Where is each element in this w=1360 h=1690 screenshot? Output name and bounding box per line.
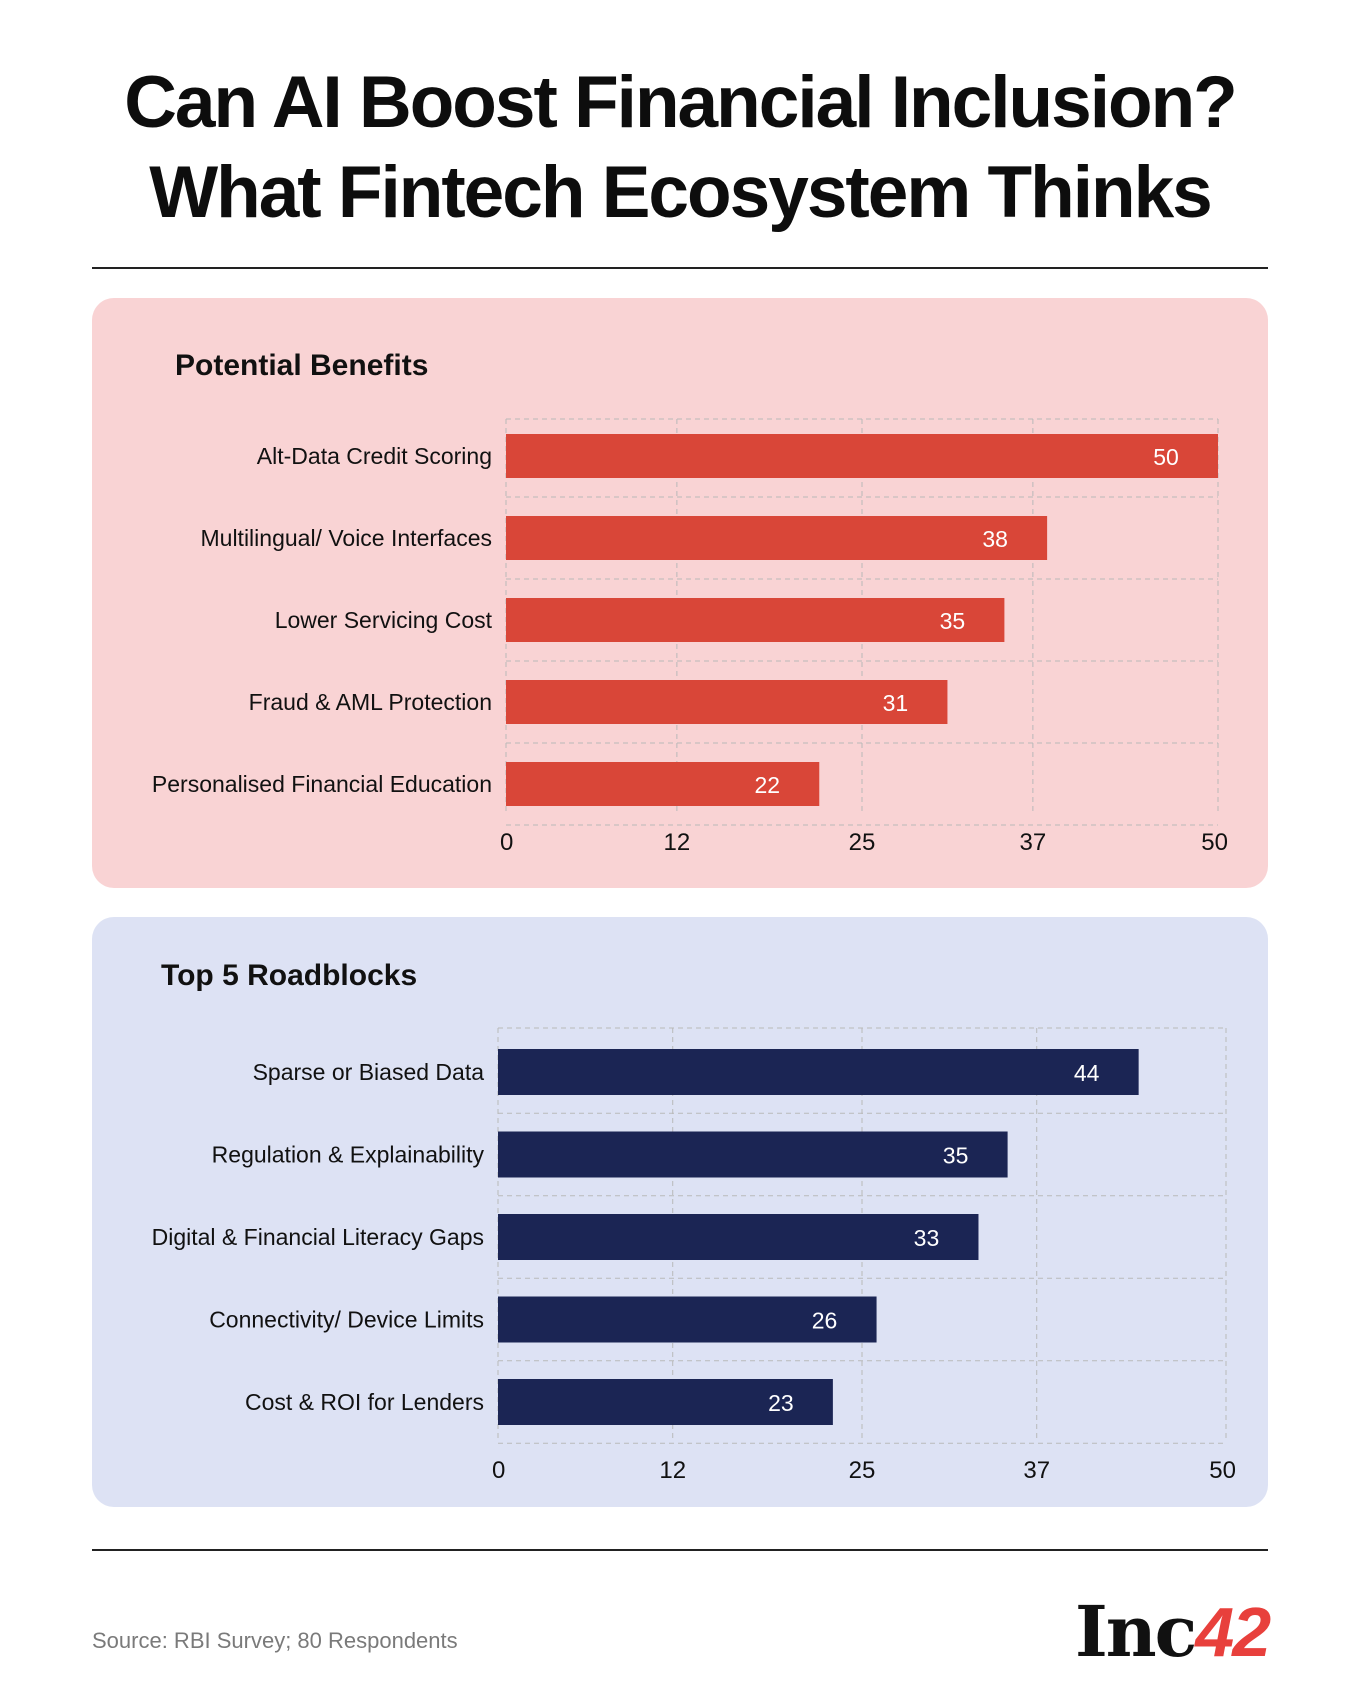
- roadblocks-x-tick-label: 37: [1023, 1457, 1050, 1484]
- benefits-x-tick-label: 12: [664, 829, 691, 856]
- roadblocks-value-label: 23: [768, 1390, 794, 1416]
- logo-text: Inc: [1075, 1590, 1197, 1673]
- roadblocks-value-label: 33: [914, 1225, 940, 1251]
- benefits-value-label: 31: [883, 690, 909, 716]
- roadblocks-category-label: Regulation & Explainability: [212, 1142, 485, 1168]
- benefits-value-label: 35: [940, 608, 966, 634]
- benefits-category-label: Alt-Data Credit Scoring: [257, 443, 492, 469]
- benefits-category-label: Fraud & AML Protection: [249, 689, 492, 715]
- roadblocks-value-label: 26: [812, 1308, 838, 1334]
- roadblocks-bar: [498, 1049, 1139, 1095]
- roadblocks-category-label: Connectivity/ Device Limits: [209, 1307, 484, 1333]
- top-divider: [92, 267, 1268, 269]
- roadblocks-x-tick-label: 25: [849, 1457, 876, 1484]
- roadblocks-category-label: Digital & Financial Literacy Gaps: [152, 1224, 484, 1250]
- benefits-category-label: Lower Servicing Cost: [275, 607, 493, 633]
- benefits-bar: [506, 680, 948, 724]
- benefits-bar: [506, 762, 820, 806]
- bottom-divider: [92, 1549, 1268, 1551]
- inc42-logo: Inc42: [1075, 1590, 1271, 1673]
- roadblocks-bar: [498, 1296, 877, 1343]
- benefits-bar: [506, 598, 1005, 642]
- roadblocks-x-tick-label: 0: [492, 1457, 505, 1484]
- roadblocks-bar: [498, 1379, 833, 1425]
- roadblocks-value-label: 35: [943, 1143, 969, 1169]
- benefits-x-tick-label: 25: [849, 829, 876, 856]
- benefits-value-label: 22: [754, 772, 780, 798]
- source-note: Source: RBI Survey; 80 Respondents: [92, 1628, 458, 1653]
- benefits-x-tick-label: 0: [500, 829, 513, 856]
- roadblocks-x-tick-label: 50: [1209, 1457, 1236, 1484]
- benefits-x-tick-label: 37: [1020, 829, 1047, 856]
- title-line-2: What Fintech Ecosystem Thinks: [149, 152, 1213, 233]
- benefits-bar: [506, 434, 1218, 478]
- roadblocks-category-label: Cost & ROI for Lenders: [245, 1389, 484, 1415]
- roadblocks-x-tick-label: 12: [659, 1457, 686, 1484]
- title-line-1: Can AI Boost Financial Inclusion?: [124, 62, 1238, 143]
- roadblocks-chart-title: Top 5 Roadblocks: [161, 959, 418, 992]
- roadblocks-category-label: Sparse or Biased Data: [253, 1059, 485, 1085]
- benefits-bar: [506, 516, 1048, 560]
- benefits-value-label: 38: [982, 526, 1008, 552]
- benefits-category-label: Personalised Financial Education: [152, 771, 492, 797]
- page-title: Can AI Boost Financial Inclusion? What F…: [0, 58, 1360, 238]
- benefits-x-tick-label: 50: [1201, 829, 1228, 856]
- roadblocks-bar: [498, 1131, 1008, 1178]
- roadblocks-bar: [498, 1214, 979, 1260]
- benefits-category-label: Multilingual/ Voice Interfaces: [201, 525, 493, 551]
- benefits-chart-title: Potential Benefits: [175, 349, 429, 382]
- logo-number: 42: [1195, 1593, 1271, 1671]
- roadblocks-value-label: 44: [1074, 1060, 1100, 1086]
- benefits-value-label: 50: [1153, 444, 1179, 470]
